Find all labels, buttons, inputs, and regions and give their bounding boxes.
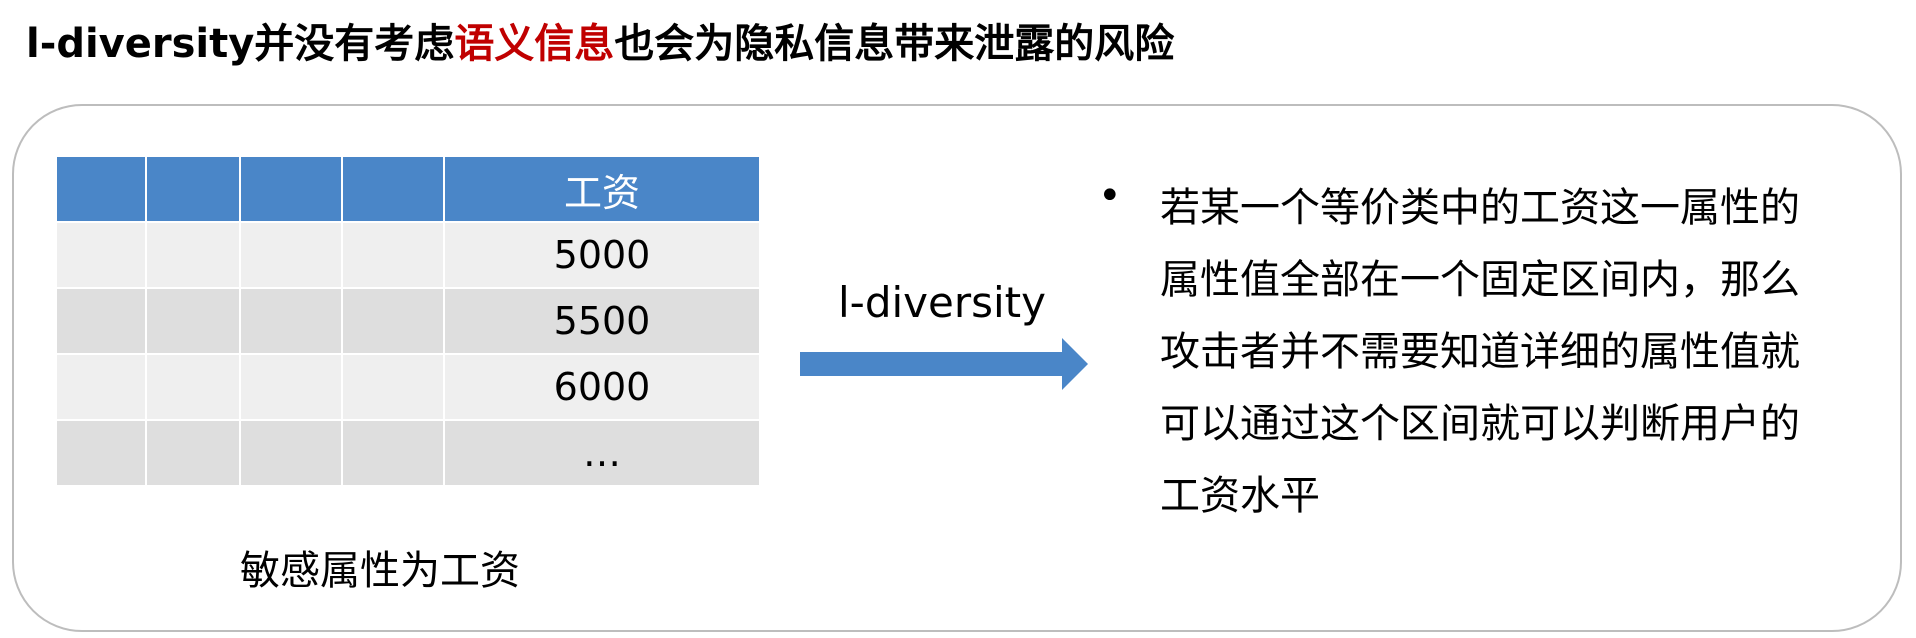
salary-cell: 5000	[443, 221, 761, 289]
table-cell	[341, 419, 445, 487]
title-highlight: 语义信息	[454, 21, 615, 67]
bullet-line: 攻击者并不需要知道详细的属性值就	[1160, 329, 1800, 375]
bullet-icon: •	[1098, 173, 1122, 219]
right-arrow-icon	[800, 338, 1088, 390]
table-cell	[55, 221, 147, 289]
bullet-line: 可以通过这个区间就可以判断用户的	[1160, 401, 1800, 447]
table-header-cell	[145, 155, 241, 223]
table-cell	[341, 353, 445, 421]
table-cell	[145, 353, 241, 421]
bullet-line: 若某一个等价类中的工资这一属性的	[1160, 185, 1800, 231]
table-cell	[55, 287, 147, 355]
table-cell	[239, 287, 343, 355]
arrow-label: l-diversity	[838, 278, 1046, 327]
table-cell	[145, 221, 241, 289]
salary-cell: …	[443, 419, 761, 487]
table-row: 6000	[55, 353, 761, 421]
slide-title: l-diversity并没有考虑语义信息也会为隐私信息带来泄露的风险	[26, 14, 1174, 74]
title-prefix: l-diversity并没有考虑	[26, 21, 455, 67]
table-cell	[341, 221, 445, 289]
table-header-cell	[341, 155, 445, 223]
table-header-row: 工资	[55, 155, 761, 223]
table-header-cell	[55, 155, 147, 223]
table-header-salary: 工资	[443, 155, 761, 223]
salary-cell: 6000	[443, 353, 761, 421]
table-cell	[239, 353, 343, 421]
table-row: 5000	[55, 221, 761, 289]
table-cell	[55, 353, 147, 421]
bullet-line: 工资水平	[1160, 473, 1320, 519]
table-cell	[55, 419, 147, 487]
table-cell	[239, 419, 343, 487]
table-row: 5500	[55, 287, 761, 355]
table-caption: 敏感属性为工资	[240, 548, 520, 594]
table-cell	[239, 221, 343, 289]
bullet-text: 若某一个等价类中的工资这一属性的 属性值全部在一个固定区间内，那么 攻击者并不需…	[1160, 172, 1860, 532]
table-cell	[341, 287, 445, 355]
title-suffix: 也会为隐私信息带来泄露的风险	[614, 21, 1175, 67]
table-header-cell	[239, 155, 343, 223]
bullet-line: 属性值全部在一个固定区间内，那么	[1160, 257, 1800, 303]
salary-table: 工资 5000 5500 6000	[55, 155, 761, 487]
table-row: …	[55, 419, 761, 487]
salary-cell: 5500	[443, 287, 761, 355]
table-cell	[145, 287, 241, 355]
table-cell	[145, 419, 241, 487]
arrow-shape	[800, 338, 1088, 390]
